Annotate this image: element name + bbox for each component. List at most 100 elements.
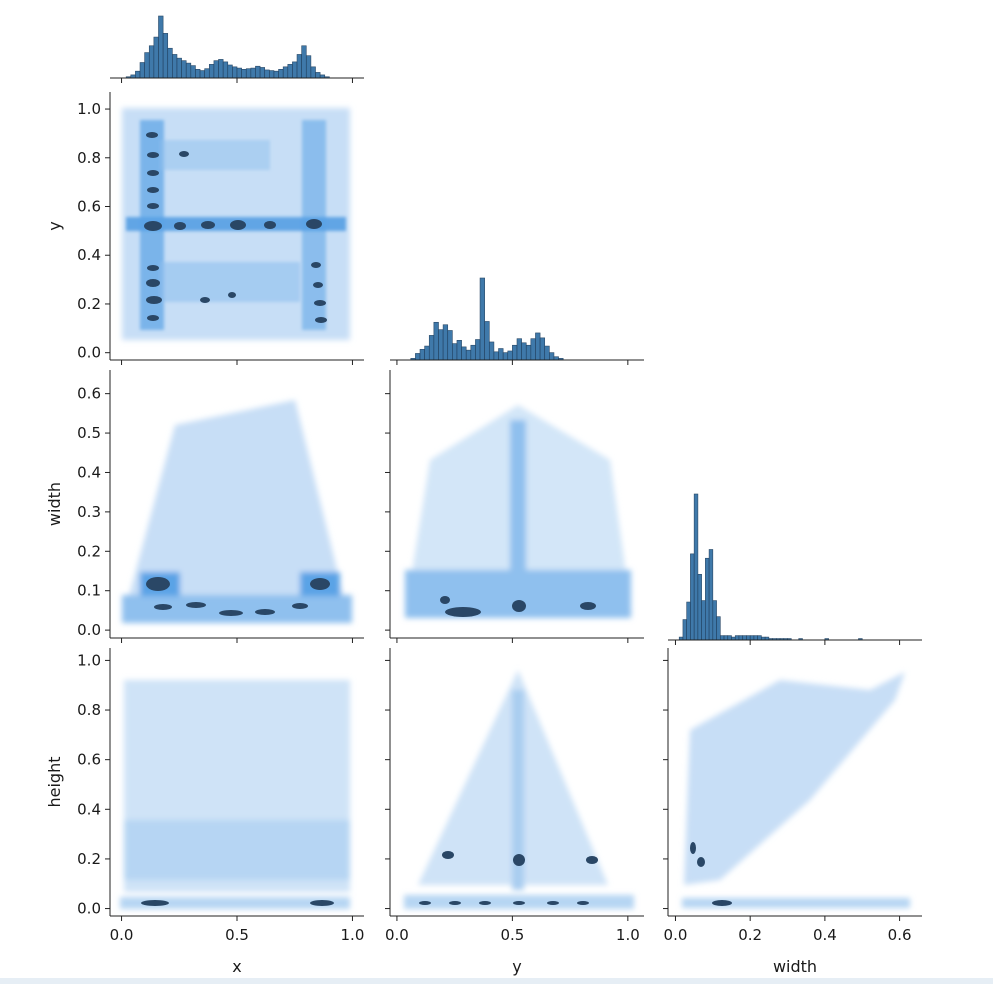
y-tick-label: 1.0 <box>77 651 101 669</box>
histogram-bar <box>757 635 762 641</box>
x-axis-label: y <box>512 957 521 976</box>
histogram-bar <box>181 60 187 79</box>
histogram-bar <box>465 349 472 361</box>
histogram-bar <box>470 344 476 361</box>
y-tick-label: 0.6 <box>77 385 101 403</box>
histogram-bar <box>456 340 462 361</box>
marginal-histogram-x <box>110 15 364 79</box>
histogram-bar <box>701 600 706 641</box>
histogram-bar <box>544 345 550 361</box>
histogram-bar <box>301 45 307 79</box>
y-axis-label: y <box>45 221 64 230</box>
histogram-bar <box>498 348 504 361</box>
histogram-bar <box>686 601 691 641</box>
histogram-bar <box>415 353 421 361</box>
histogram-bar <box>475 339 481 361</box>
y-tick-label: 0.0 <box>77 621 101 639</box>
histogram-bar <box>742 635 747 641</box>
histogram-bar <box>719 635 725 641</box>
histogram-bar <box>255 65 261 79</box>
histogram-bar <box>199 70 205 79</box>
histogram-bar <box>697 573 702 641</box>
histogram-bar <box>278 69 284 79</box>
histogram-bar <box>447 330 453 361</box>
y-tick-label: 0.4 <box>77 800 101 818</box>
histogram-bar <box>525 344 532 361</box>
joint-panel-x-height <box>120 680 350 909</box>
histogram-bar <box>213 60 219 79</box>
histogram-bar <box>232 66 238 79</box>
histogram-bar <box>723 635 729 641</box>
density-hotspots <box>144 132 327 323</box>
y-tick-label: 0.8 <box>77 701 101 719</box>
histogram-bar <box>241 69 247 79</box>
histogram-bar <box>236 67 242 79</box>
histogram-bar <box>753 635 758 641</box>
histogram-bar <box>222 61 229 79</box>
marginal-histogram-y <box>390 277 644 361</box>
y-tick-label: 0.8 <box>77 149 101 167</box>
density-hotspots <box>419 851 598 905</box>
axes-layer: 0.0 0.2 0.4 0.6 0.8 1.0 0.0 0.1 0.2 0.3 0.4 0.5 0.6 0… <box>45 78 922 976</box>
joint-panel-y-width <box>405 405 632 618</box>
histogram-bar <box>461 346 467 361</box>
histogram-bar <box>250 67 256 79</box>
density-hotspots <box>141 900 334 906</box>
density-region <box>684 672 905 885</box>
density-band <box>120 897 350 909</box>
histogram-bar <box>452 343 458 361</box>
histogram-bar <box>195 69 201 79</box>
histogram-bar <box>148 45 155 79</box>
x-tick-label: 1.0 <box>341 926 365 944</box>
y-tick-label: 1.0 <box>77 100 101 118</box>
histogram-bar <box>712 600 717 641</box>
histogram-bar <box>549 352 555 361</box>
histogram-bar <box>227 64 233 79</box>
density-region <box>122 400 350 622</box>
joint-panel-x-width <box>122 400 352 623</box>
x-tick-label: 0.6 <box>888 926 912 944</box>
y-tick-label: 0.6 <box>77 751 101 769</box>
density-spike <box>510 420 526 610</box>
density-hotspots <box>690 842 732 906</box>
histogram-bar <box>190 65 196 79</box>
histogram-bar <box>287 64 293 79</box>
joint-panel-x-y <box>122 108 350 340</box>
x-tick-label: 0.0 <box>110 926 134 944</box>
joint-panel-y-height <box>404 670 634 909</box>
histogram-bar <box>292 61 298 79</box>
y-tick-label: 0.2 <box>77 850 101 868</box>
y-tick-label: 0.2 <box>77 295 101 313</box>
histogram-bar <box>716 616 721 641</box>
histogram-bar <box>433 321 439 361</box>
density-spike <box>512 690 524 890</box>
y-tick-label: 0.4 <box>77 246 101 264</box>
density-hotspots <box>440 596 596 617</box>
histogram-bar <box>259 67 266 79</box>
histogram-bar <box>428 335 435 361</box>
y-tick-label: 0.0 <box>77 344 101 362</box>
histogram-bar <box>305 55 312 79</box>
histogram-bar <box>296 54 302 79</box>
x-axis-label: x <box>232 957 241 976</box>
histogram-bar <box>727 635 732 641</box>
histogram-bar <box>176 57 182 79</box>
histogram-bar <box>746 635 751 641</box>
x-tick-label: 0.0 <box>664 926 688 944</box>
histogram-bar <box>502 352 509 361</box>
histogram-bar <box>708 549 714 641</box>
y-tick-label: 0.6 <box>77 198 101 216</box>
histogram-bar <box>139 62 145 79</box>
histogram-bar <box>282 66 289 79</box>
joint-panel-width-height <box>682 672 910 908</box>
x-tick-label: 0.5 <box>225 926 249 944</box>
density-band <box>682 898 910 908</box>
histogram-bar <box>204 68 210 79</box>
histogram-bar <box>442 324 449 361</box>
y-axis-label: width <box>45 482 64 526</box>
histogram-bar <box>438 329 444 361</box>
histogram-bar <box>218 59 224 79</box>
histogram-bar <box>245 68 252 79</box>
y-tick-label: 0.3 <box>77 503 101 521</box>
histogram-bar <box>269 70 275 79</box>
